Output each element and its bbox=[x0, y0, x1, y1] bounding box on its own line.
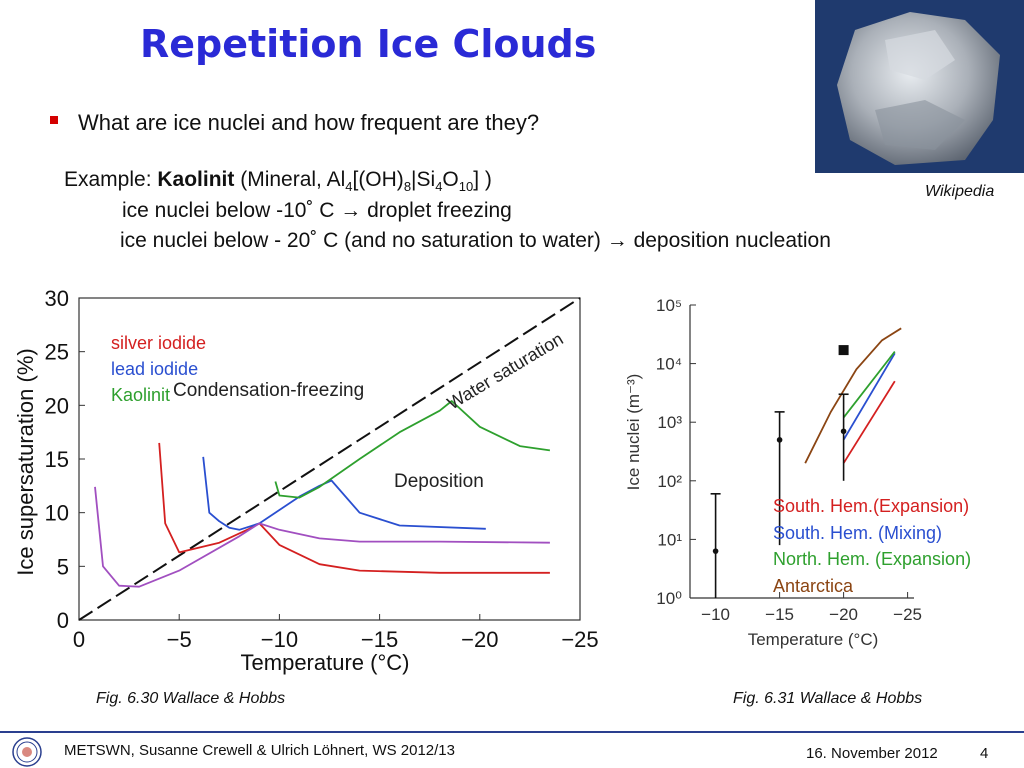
series-lead-iodide bbox=[202, 456, 486, 531]
annotation-condensation-freezing: Condensation-freezing bbox=[173, 380, 364, 401]
footer-course: METSWN, Susanne Crewell & Ulrich Löhnert… bbox=[64, 742, 455, 759]
series-water-saturation bbox=[78, 297, 581, 621]
footer-date: 16. November 2012 bbox=[806, 745, 938, 762]
legend-silver-iodide: silver iodide bbox=[111, 333, 206, 353]
y-tick-label: 0 bbox=[57, 608, 69, 633]
legend-south-hem-expansion: South. Hem.(Expansion) bbox=[773, 496, 969, 516]
x-tick-label: −15 bbox=[765, 605, 794, 624]
y-tick-label: 10² bbox=[657, 472, 682, 491]
y-axis-label: Ice supersaturation (%) bbox=[13, 348, 38, 575]
y-tick-label: 30 bbox=[45, 286, 69, 311]
y-tick-label: 10³ bbox=[657, 413, 682, 432]
y-tick-label: 10⁴ bbox=[656, 355, 682, 374]
data-point bbox=[840, 428, 847, 435]
x-tick-label: −25 bbox=[893, 605, 922, 624]
bullet-question: What are ice nuclei and how frequent are… bbox=[78, 110, 540, 135]
y-axis-label: Ice nuclei (m⁻³) bbox=[624, 374, 643, 491]
x-tick-label: −10 bbox=[261, 627, 298, 652]
x-tick-label: 0 bbox=[73, 627, 85, 652]
x-tick-label: −25 bbox=[561, 627, 598, 652]
y-tick-label: 10⁵ bbox=[656, 296, 682, 315]
series-line bbox=[804, 327, 902, 464]
y-tick-label: 10⁰ bbox=[656, 589, 682, 608]
y-tick-label: 25 bbox=[45, 340, 69, 365]
y-tick-label: 20 bbox=[45, 393, 69, 418]
x-axis-label: Temperature (°C) bbox=[241, 650, 410, 675]
caption-fig-6-30: Fig. 6.30 Wallace & Hobbs bbox=[96, 690, 286, 707]
legend-antarctica: Antarctica bbox=[773, 576, 854, 596]
legend-south-hem-mixing: South. Hem. (Mixing) bbox=[773, 523, 942, 543]
annotation-deposition: Deposition bbox=[394, 471, 484, 492]
y-tick-label: 5 bbox=[57, 554, 69, 579]
y-tick-label: 10¹ bbox=[657, 530, 682, 549]
deposition-line: ice nuclei below - 20˚ C (and no saturat… bbox=[120, 229, 831, 252]
data-point bbox=[776, 437, 783, 443]
y-tick-label: 10 bbox=[45, 501, 69, 526]
square-marker bbox=[838, 345, 849, 356]
series-deposition bbox=[94, 486, 550, 588]
x-tick-label: −20 bbox=[461, 627, 498, 652]
y-tick-label: 15 bbox=[45, 447, 69, 472]
droplet-freezing-line: ice nuclei below -10˚ C → droplet freezi… bbox=[122, 199, 512, 222]
data-point bbox=[712, 548, 719, 554]
x-tick-label: −5 bbox=[167, 627, 192, 652]
university-seal-icon bbox=[12, 737, 42, 767]
page-number: 4 bbox=[980, 745, 989, 762]
footer-divider bbox=[0, 731, 1024, 733]
x-tick-label: −10 bbox=[701, 605, 730, 624]
fig-6-30-chart: 0 −5 −10 −15 −20 −25 0 5 10 15 20 25 30 Ice supersat… bbox=[13, 286, 599, 675]
series-line bbox=[842, 351, 896, 419]
series-line bbox=[842, 352, 896, 441]
x-tick-label: −20 bbox=[829, 605, 858, 624]
x-axis-label: Temperature (°C) bbox=[748, 630, 879, 649]
image-credit: Wikipedia bbox=[925, 183, 995, 200]
x-tick-label: −15 bbox=[361, 627, 398, 652]
example-line: Example: Kaolinit (Mineral, Al4[(OH)8|Si… bbox=[64, 168, 492, 195]
caption-fig-6-31: Fig. 6.31 Wallace & Hobbs bbox=[733, 690, 923, 707]
legend-kaolinit: Kaolinit bbox=[111, 385, 170, 405]
legend-north-hem-expansion: North. Hem. (Expansion) bbox=[773, 549, 971, 569]
kaolinite-photo bbox=[815, 0, 1024, 173]
fig-6-31-chart: −10 −15 −20 −25 10⁰ 10¹ 10² 10³ 10⁴ 10⁵ Ice nucle… bbox=[624, 296, 971, 649]
series-kaolinit bbox=[274, 400, 551, 499]
series-line bbox=[842, 380, 896, 464]
slide-title: Repetition Ice Clouds bbox=[140, 22, 597, 66]
legend-lead-iodide: lead iodide bbox=[111, 359, 198, 379]
square-bullet-icon bbox=[50, 116, 58, 124]
